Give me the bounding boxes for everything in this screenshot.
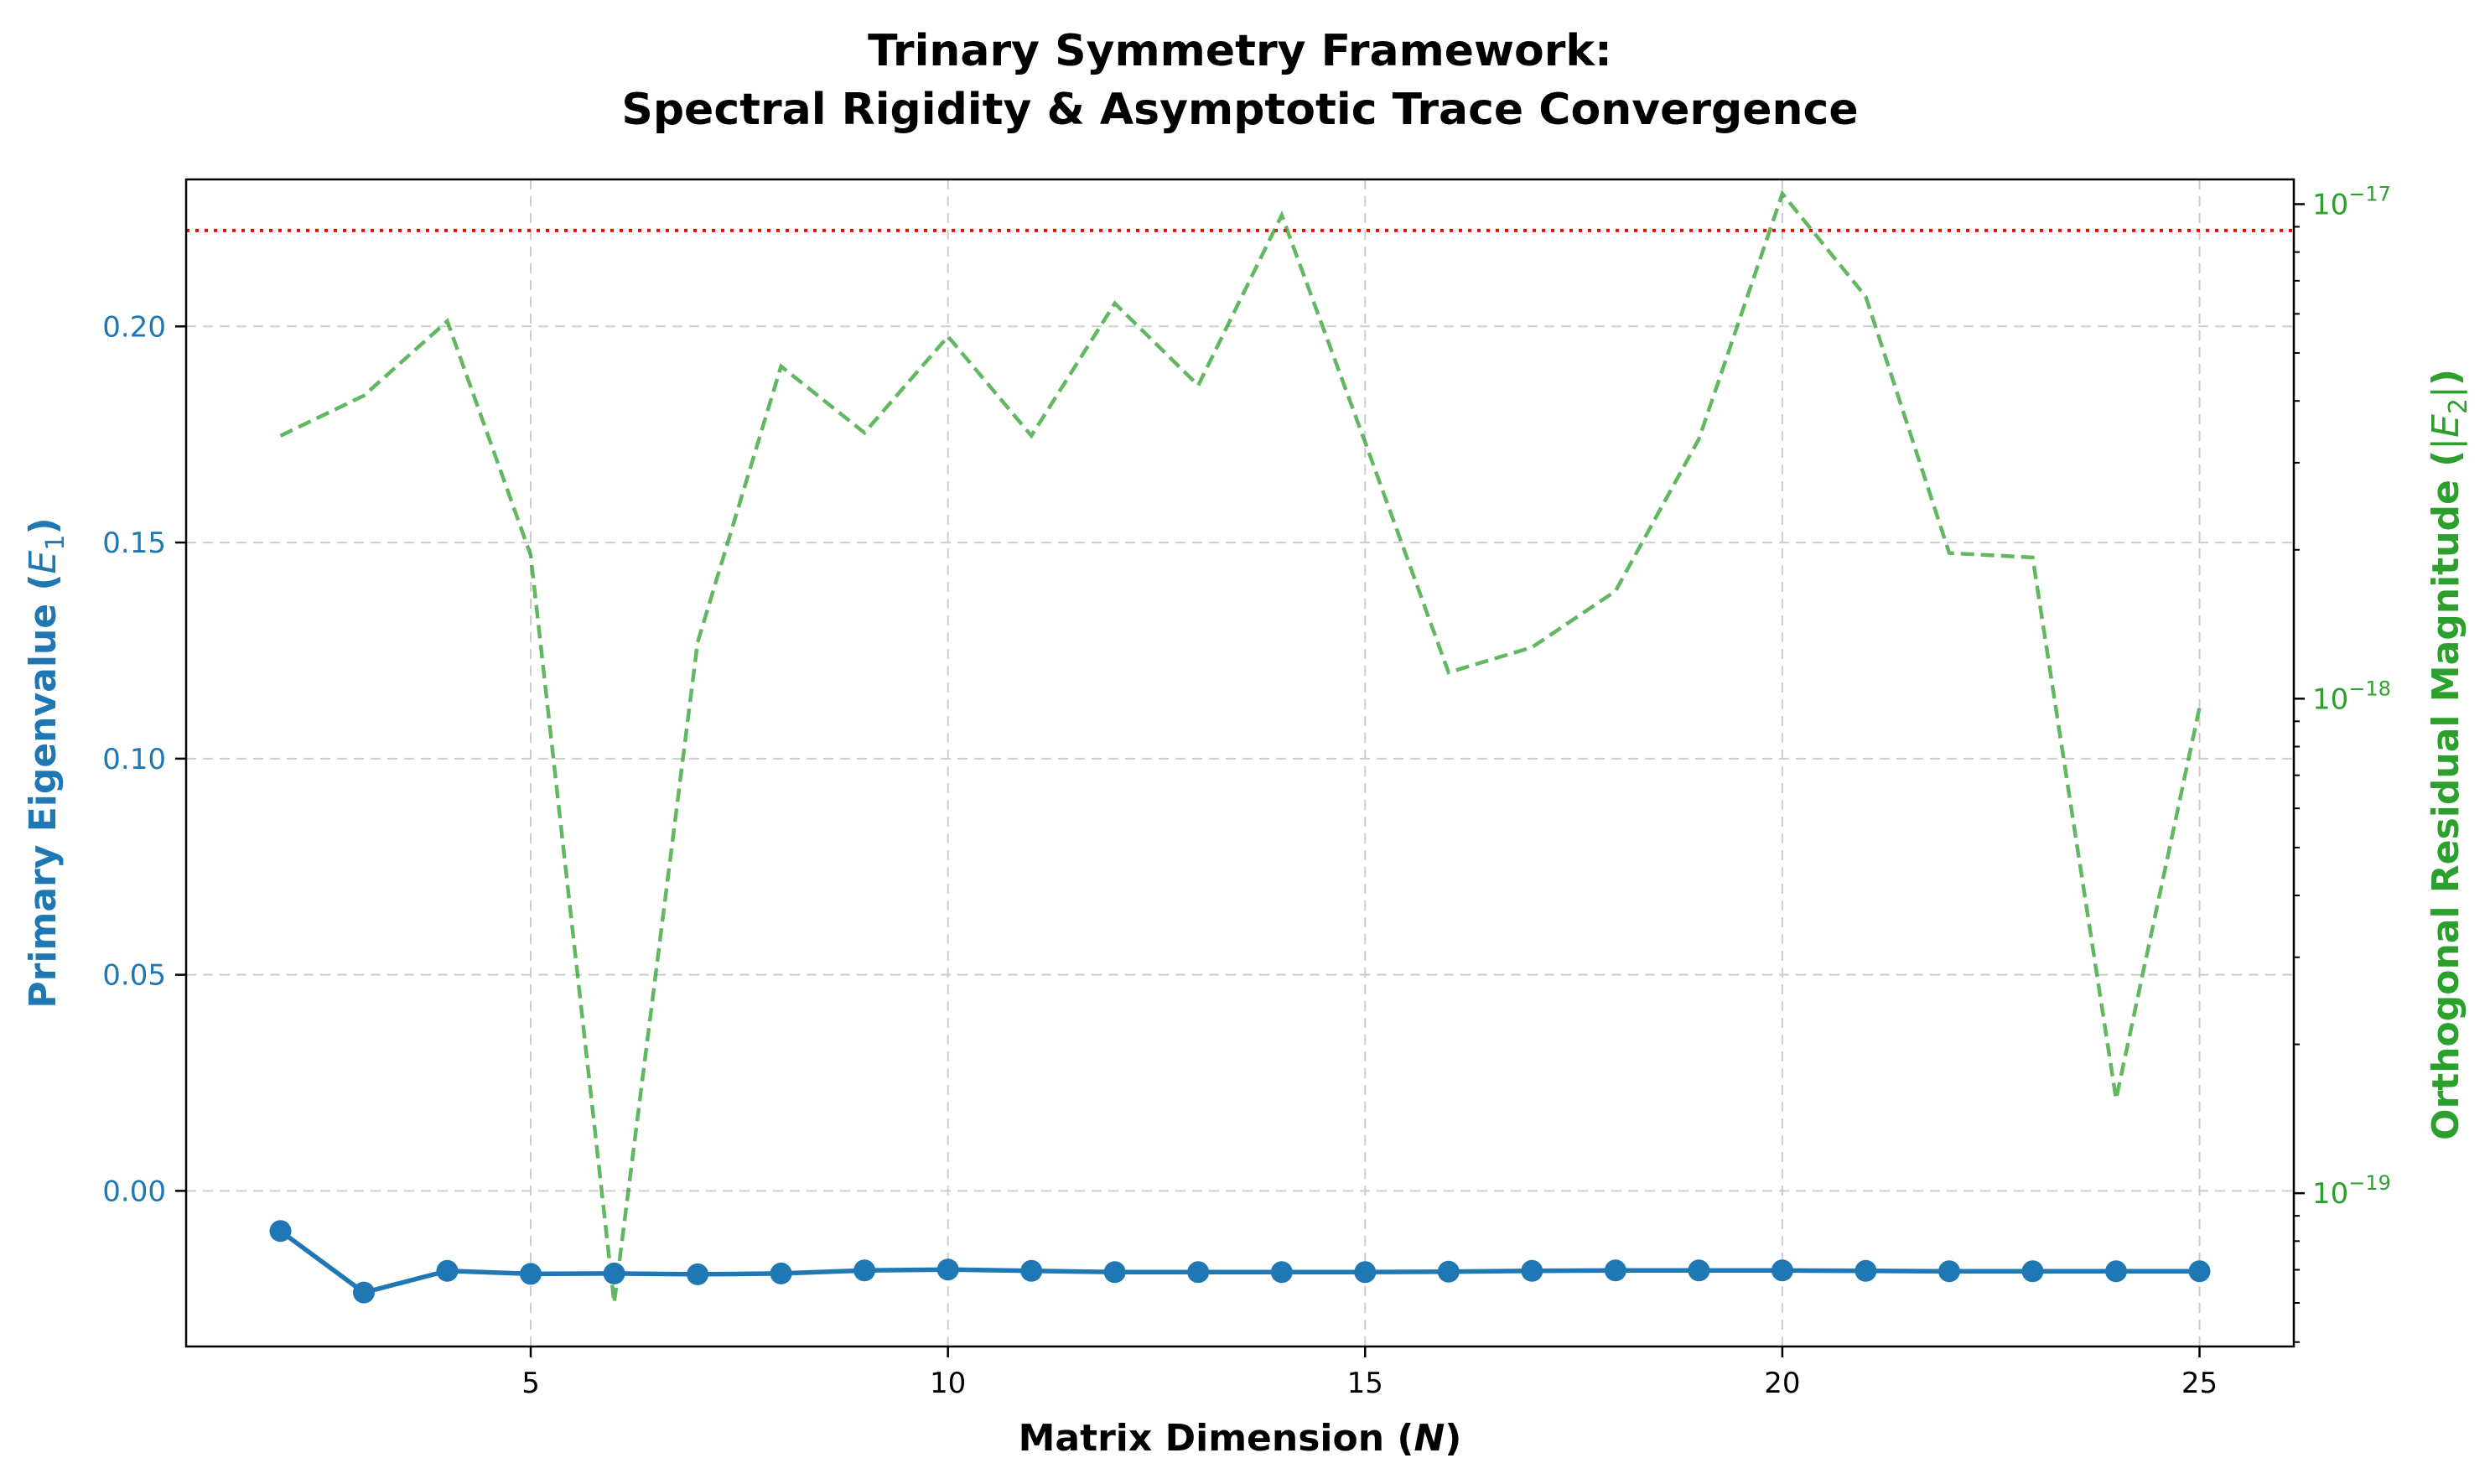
eigenvalue-point xyxy=(1521,1259,1543,1282)
eigenvalue-point xyxy=(1604,1259,1626,1282)
left-axis-label: Primary Eigenvalue (E1) xyxy=(22,517,70,1008)
left-tick-label: 0.05 xyxy=(102,959,166,993)
right-tick-label: 10−18 xyxy=(2312,677,2391,716)
grid-lines xyxy=(186,179,2294,1346)
eigenvalue-point xyxy=(2188,1260,2211,1283)
eigenvalue-point xyxy=(353,1281,375,1304)
eigenvalue-point xyxy=(1688,1259,1710,1282)
residual-series-group xyxy=(279,189,2202,1304)
eigenvalue-point xyxy=(1938,1260,1960,1283)
left-axis-ticks: 0.00 0.05 0.10 0.15 0.20 xyxy=(102,310,186,1208)
x-axis-ticks: 5 10 15 20 25 xyxy=(521,1346,2218,1400)
eigenvalue-series-group xyxy=(269,1220,2211,1304)
right-tick-label: 10−17 xyxy=(2312,182,2391,221)
eigenvalue-point xyxy=(1187,1261,1210,1284)
eigenvalue-point xyxy=(1855,1259,1877,1282)
eigenvalue-point xyxy=(520,1263,542,1285)
eigenvalue-point xyxy=(770,1262,792,1284)
x-tick-label: 5 xyxy=(521,1367,540,1400)
chart-title-line2: Spectral Rigidity & Asymptotic Trace Con… xyxy=(621,85,1858,135)
chart-title-line1: Trinary Symmetry Framework: xyxy=(868,26,1612,76)
eigenvalue-point xyxy=(1020,1259,1043,1282)
x-tick-label: 25 xyxy=(2181,1367,2218,1400)
eigenvalue-point xyxy=(1103,1261,1126,1284)
eigenvalue-point xyxy=(2021,1260,2044,1283)
eigenvalue-point xyxy=(687,1263,709,1285)
eigenvalue-point xyxy=(1270,1261,1293,1284)
x-axis-label: Matrix Dimension (N) xyxy=(1019,1417,1462,1460)
x-tick-label: 15 xyxy=(1347,1367,1383,1400)
eigenvalue-series-line xyxy=(278,1229,2200,1295)
right-tick-label: 10−19 xyxy=(2312,1171,2391,1211)
left-tick-label: 0.20 xyxy=(102,310,166,344)
left-tick-label: 0.00 xyxy=(102,1175,166,1208)
eigenvalue-point xyxy=(269,1220,292,1243)
left-tick-label: 0.10 xyxy=(102,743,166,776)
eigenvalue-point xyxy=(1437,1260,1460,1283)
x-tick-label: 10 xyxy=(930,1367,966,1400)
eigenvalue-point xyxy=(936,1258,959,1281)
right-axis-label: Orthogonal Residual Magnitude (|E2|) xyxy=(2425,369,2473,1140)
left-tick-label: 0.15 xyxy=(102,527,166,560)
eigenvalue-point xyxy=(853,1259,876,1282)
x-tick-label: 20 xyxy=(1764,1367,1800,1400)
eigenvalue-point xyxy=(2105,1260,2127,1283)
eigenvalue-point xyxy=(1771,1259,1793,1282)
plot-frame xyxy=(184,178,2295,1348)
eigenvalue-point xyxy=(1354,1261,1377,1284)
eigenvalue-point xyxy=(603,1262,625,1284)
eigenvalue-point xyxy=(436,1259,459,1282)
residual-series-line xyxy=(279,189,2202,1304)
right-axis-ticks: 10−19 10−18 10−17 xyxy=(2294,182,2391,1343)
